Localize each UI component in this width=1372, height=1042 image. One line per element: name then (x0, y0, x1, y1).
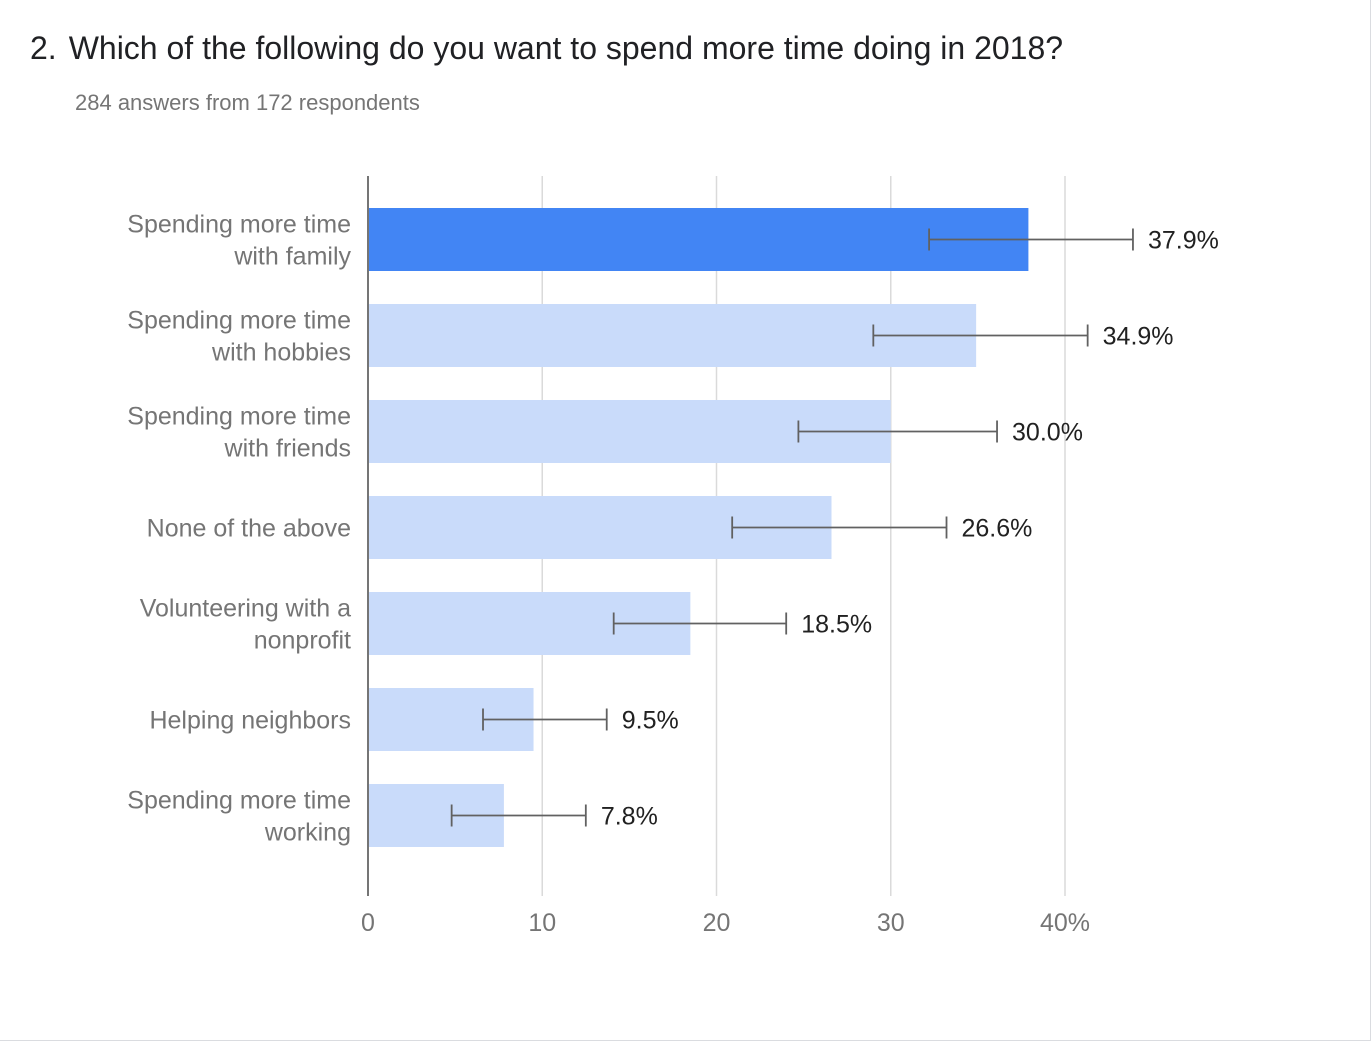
category-label-line: with hobbies (211, 339, 351, 367)
category-label-line: working (264, 819, 351, 847)
x-tick-label-40: 40% (1040, 909, 1090, 937)
question-text: Which of the following do you want to sp… (68, 30, 1064, 66)
category-label-line: Spending more time (127, 307, 351, 335)
category-label-line: with friends (224, 435, 351, 463)
category-label-4: None of the above (147, 515, 351, 543)
category-label-7: Spending more time working (127, 787, 351, 847)
category-label-6: Helping neighbors (149, 707, 351, 735)
value-label-5: 18.5% (801, 611, 872, 639)
x-tick-label-10: 10 (528, 909, 556, 937)
value-label-3: 30.0% (1012, 419, 1083, 447)
category-label-line: Spending more time (127, 211, 351, 239)
value-label-7: 7.8% (601, 803, 658, 831)
x-tick-label-0: 0 (361, 909, 375, 937)
response-summary: 284 answers from 172 respondents (75, 90, 420, 115)
category-label-line: Helping neighbors (149, 707, 351, 735)
category-label-2: Spending more time with hobbies (127, 307, 351, 367)
category-label-line: None of the above (147, 515, 351, 543)
category-label-5: Volunteering with a nonprofit (140, 595, 351, 655)
bar-1 (368, 208, 1029, 271)
value-label-1: 37.9% (1148, 227, 1219, 255)
x-tick-label-20: 20 (703, 909, 731, 937)
category-label-line: Spending more time (127, 403, 351, 431)
value-label-2: 34.9% (1103, 323, 1174, 351)
category-label-1: Spending more time with family (127, 211, 351, 271)
x-tick-label-30: 30 (877, 909, 905, 937)
category-label-line: Spending more time (127, 787, 351, 815)
question-title: 2. Which of the following do you want to … (30, 30, 1063, 67)
category-label-line: Volunteering with a (140, 595, 351, 623)
category-label-3: Spending more time with friends (127, 403, 351, 463)
value-label-4: 26.6% (962, 515, 1033, 543)
category-label-line: nonprofit (254, 627, 351, 655)
question-number: 2. (30, 30, 57, 66)
value-label-6: 9.5% (622, 707, 679, 735)
category-label-line: with family (233, 243, 351, 271)
